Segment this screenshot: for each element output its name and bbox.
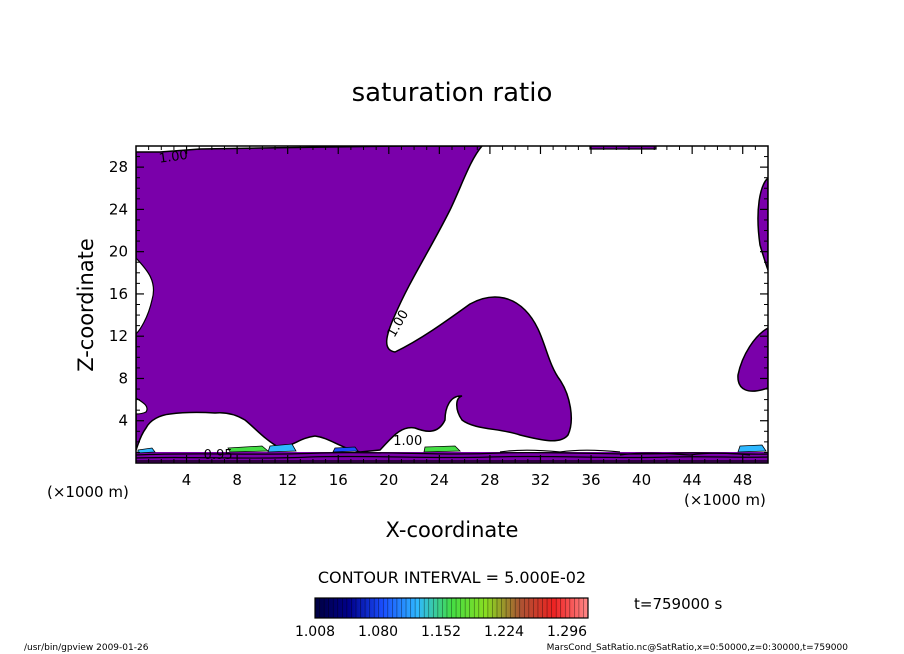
y-axis-title: Z-coordinate — [74, 238, 98, 372]
x-tick-label: 40 — [632, 471, 651, 489]
contour-interval: CONTOUR INTERVAL = 5.000E-02 — [318, 568, 586, 587]
x-tick-label: 24 — [430, 471, 449, 489]
y-tick-label: 8 — [118, 369, 128, 387]
y-tick-label: 20 — [109, 243, 128, 261]
colorbar-tick-label: 1.080 — [358, 624, 398, 640]
y-axis: 4 8 12 16 20 24 28 — [109, 156, 768, 453]
x-axis: 4 8 12 16 20 24 28 32 36 40 44 48 — [148, 146, 756, 489]
y-tick-label: 12 — [109, 327, 128, 345]
contour-label: 0.95 — [204, 448, 233, 463]
plot-area — [136, 146, 768, 463]
chart-title: saturation ratio — [352, 78, 553, 108]
x-tick-label: 44 — [683, 471, 702, 489]
unsaturated-notch-left-1 — [136, 257, 155, 335]
colorbar-tick-label: 1.152 — [421, 624, 461, 640]
y-tick-label: 4 — [118, 412, 128, 430]
x-tick-label: 4 — [182, 471, 192, 489]
x-tick-label: 12 — [278, 471, 297, 489]
y-tick-label: 24 — [109, 200, 128, 218]
x-tick-label: 8 — [232, 471, 242, 489]
x-tick-label: 16 — [329, 471, 348, 489]
colorbar-divisions — [319, 598, 584, 618]
x-tick-label: 48 — [733, 471, 752, 489]
x-tick-label: 36 — [581, 471, 600, 489]
supersaturation-patches — [137, 443, 767, 454]
contour-label: 1.00 — [158, 148, 189, 167]
x-tick-label: 32 — [531, 471, 550, 489]
colorbar: 1.008 1.080 1.152 1.224 1.296 — [295, 597, 589, 640]
colorbar-tick-label: 1.224 — [484, 624, 524, 640]
x-unit-left: (×1000 m) — [47, 483, 129, 501]
x-tick-label: 20 — [379, 471, 398, 489]
footer-right: MarsCond_SatRatio.nc@SatRatio,x=0:50000,… — [547, 643, 849, 653]
saturated-region-right — [757, 177, 768, 271]
y-tick-label: 16 — [109, 285, 128, 303]
x-unit-right: (×1000 m) — [684, 491, 766, 509]
colorbar-tick-label: 1.008 — [295, 624, 335, 640]
contour-label: 1.00 — [393, 434, 422, 449]
saturated-region-main — [136, 146, 572, 453]
colorbar-labels: 1.008 1.080 1.152 1.224 1.296 — [295, 624, 587, 640]
saturated-region-right-low — [737, 327, 768, 392]
x-tick-label: 28 — [480, 471, 499, 489]
x-axis-title: X-coordinate — [386, 518, 519, 542]
footer-left: /usr/bin/gpview 2009-01-26 — [24, 643, 149, 653]
colorbar-tick-label: 1.296 — [547, 624, 587, 640]
time-label: t=759000 s — [634, 595, 722, 613]
y-tick-label: 28 — [109, 158, 128, 176]
